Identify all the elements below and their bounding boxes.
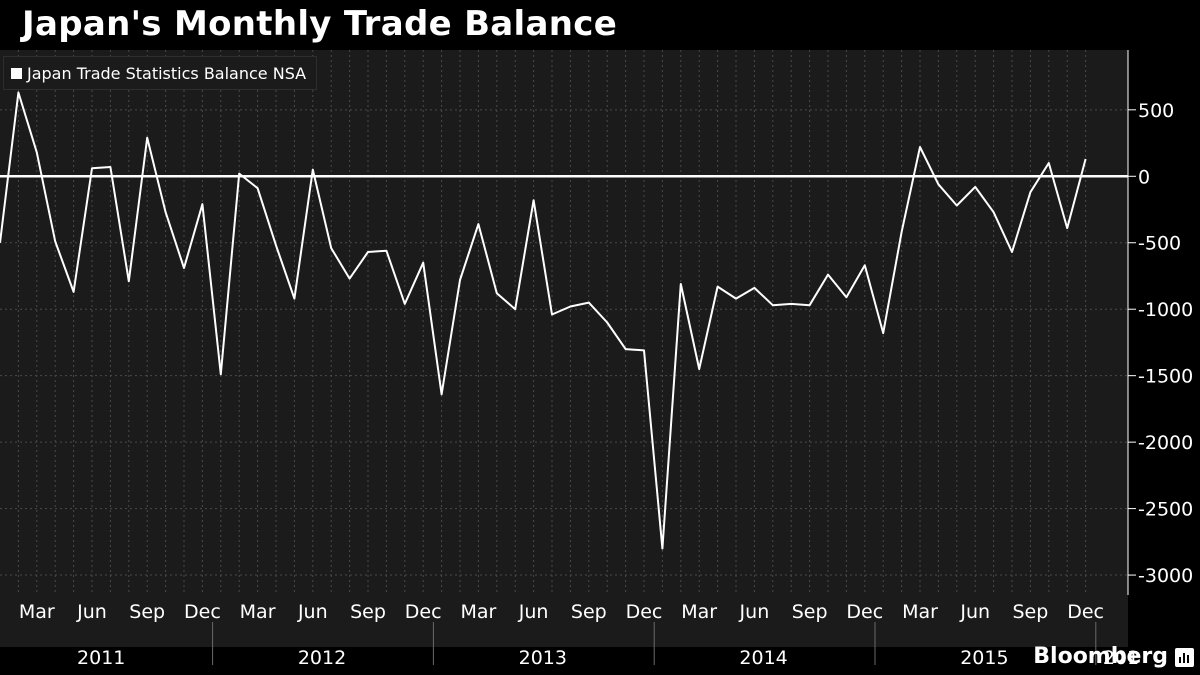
series-line [0,91,1087,550]
x-tick-label-month: Jun [297,601,328,623]
y-tick-label: 0 [1138,166,1150,188]
plot-area [0,50,1128,595]
x-tick-label-year: 2015 [960,647,1008,669]
y-axis-band [1128,50,1200,595]
x-tick-label-month: Dec [846,601,883,623]
x-tick-label-month: Sep [129,601,165,623]
x-tick-label-month: Mar [240,601,276,623]
y-tick-label: -500 [1138,233,1181,255]
x-tick-label-month: Jun [76,601,107,623]
x-tick-label-month: Dec [626,601,663,623]
chart-title: Japan's Monthly Trade Balance [22,4,618,44]
x-tick-label-month: Mar [681,601,717,623]
x-tick-label-month: Sep [350,601,386,623]
x-tick-label-month: Dec [405,601,442,623]
x-tick-label-month: Sep [571,601,607,623]
x-tick-label-year: 2012 [298,647,346,669]
x-tick-label-month: Mar [902,601,938,623]
x-axis-band [0,595,1128,647]
x-tick-label-year: 201 [1103,647,1139,669]
y-tick-label: -1500 [1138,366,1193,388]
x-tick-label-month: Dec [1067,601,1104,623]
x-tick-label-month: Dec [184,601,221,623]
x-tick-label-month: Jun [518,601,549,623]
bloomberg-chart-icon [1175,648,1194,667]
x-tick-label-month: Mar [19,601,55,623]
x-tick-label-year: 2014 [739,647,787,669]
x-tick-label-month: Jun [739,601,770,623]
legend-swatch [11,67,22,79]
x-tick-label-month: Sep [792,601,828,623]
x-tick-label-month: Jun [959,601,990,623]
x-tick-label-month: Mar [460,601,496,623]
y-tick-label: -2500 [1138,499,1193,521]
y-tick-label: -3000 [1138,565,1193,587]
y-tick-label: -1000 [1138,299,1193,321]
y-tick-label: 500 [1138,100,1174,122]
y-tick-label: -2000 [1138,432,1193,454]
x-tick-label-month: Sep [1012,601,1048,623]
x-tick-label-year: 2011 [77,647,125,669]
brand-logo: Bloomberg [1033,644,1168,669]
x-tick-label-year: 2013 [519,647,567,669]
legend-label: Japan Trade Statistics Balance NSA [27,63,307,83]
legend: Japan Trade Statistics Balance NSA [3,56,318,90]
